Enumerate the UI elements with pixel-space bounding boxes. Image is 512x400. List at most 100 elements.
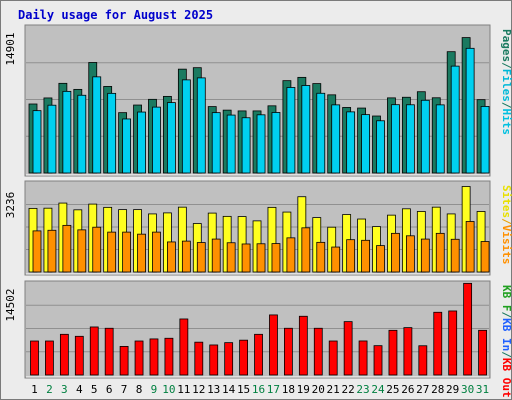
bar-kbf-day-1: [30, 340, 39, 376]
bar-files-day-4: [77, 94, 87, 174]
bar-files-day-25: [391, 104, 400, 174]
panel-1-ymax-label: 14901: [4, 32, 17, 65]
x-tick-label: 6: [106, 383, 113, 396]
x-tick-label: 19: [297, 383, 310, 396]
legend-: /: [500, 62, 512, 69]
bar-files-day-2: [47, 104, 57, 174]
bar-files-day-22: [346, 111, 356, 174]
bar-files-day-5: [92, 76, 102, 174]
bar-kbf-day-30: [463, 282, 473, 376]
bar-files-day-9: [152, 106, 161, 174]
bar-kbf-day-10: [164, 337, 174, 376]
x-tick-label: 30: [461, 383, 474, 396]
bar-kbf-day-23: [358, 340, 368, 376]
x-tick-label: 27: [416, 383, 429, 396]
bar-sites-day-3: [62, 224, 72, 273]
bar-files-day-12: [196, 77, 206, 174]
bar-files-day-28: [435, 104, 445, 174]
bar-sites-day-26: [405, 235, 415, 273]
bar-sites-day-24: [376, 245, 385, 273]
x-tick-label: 14: [222, 383, 236, 396]
legend-pages: Pages: [500, 29, 512, 62]
x-tick-label: 18: [282, 383, 295, 396]
bar-sites-day-20: [316, 241, 326, 273]
bar-sites-day-9: [152, 231, 161, 273]
x-tick-label: 31: [476, 383, 489, 396]
bar-files-day-23: [361, 114, 370, 174]
x-tick-label: 28: [431, 383, 444, 396]
bar-sites-day-21: [331, 246, 341, 273]
bar-sites-day-19: [301, 227, 311, 273]
bar-files-day-19: [301, 85, 311, 174]
bar-files-day-29: [450, 65, 460, 174]
bar-sites-day-31: [480, 241, 490, 273]
chart-title: Daily usage for August 2025: [18, 8, 213, 22]
legend-: /: [500, 218, 512, 225]
bar-files-day-7: [122, 118, 132, 174]
bar-sites-day-22: [346, 239, 356, 273]
x-tick-label: 7: [121, 383, 128, 396]
x-tick-label: 23: [356, 383, 369, 396]
bar-sites-day-1: [32, 230, 42, 273]
bar-sites-day-18: [286, 237, 296, 273]
x-tick-label: 3: [61, 383, 68, 396]
legend-kbout: KB Out: [500, 358, 512, 398]
bar-kbf-day-22: [343, 321, 353, 376]
x-tick-label: 15: [237, 383, 250, 396]
bar-files-day-31: [480, 106, 490, 174]
x-tick-label: 8: [136, 383, 143, 396]
bar-files-day-1: [32, 110, 42, 174]
x-tick-label: 17: [267, 383, 280, 396]
bar-sites-day-6: [107, 231, 117, 273]
x-tick-label: 24: [371, 383, 385, 396]
bar-files-day-30: [465, 47, 475, 174]
bar-kbf-day-6: [104, 327, 114, 376]
legend-visits: Visits: [500, 225, 512, 265]
bar-kbf-day-16: [254, 333, 263, 376]
x-tick-label: 13: [207, 383, 220, 396]
bar-kbf-day-20: [313, 327, 323, 376]
bar-kbf-day-31: [478, 329, 487, 376]
panel-1-legend: Pages/Files/Hits: [500, 29, 512, 135]
bar-kbf-day-8: [134, 340, 144, 376]
bar-kbf-day-9: [149, 338, 159, 376]
bar-kbf-day-7: [119, 346, 129, 376]
bar-sites-day-11: [181, 240, 191, 273]
bar-kbf-day-25: [388, 329, 398, 376]
bar-sites-day-30: [465, 221, 475, 273]
bar-files-day-18: [286, 87, 296, 174]
x-tick-label: 22: [341, 383, 354, 396]
bar-kbf-day-13: [209, 344, 219, 376]
x-tick-label: 5: [91, 383, 98, 396]
bar-files-day-3: [62, 90, 72, 174]
bar-files-day-16: [256, 114, 266, 174]
bar-kbf-day-28: [433, 311, 443, 376]
bar-files-day-26: [405, 104, 415, 174]
bar-kbf-day-18: [284, 327, 293, 376]
bar-sites-day-17: [271, 243, 281, 273]
bar-files-day-11: [181, 79, 191, 174]
bar-files-day-13: [211, 112, 221, 174]
bar-kbf-day-5: [89, 326, 99, 376]
bar-files-day-24: [376, 120, 385, 174]
panel-2-legend: Sites/Visits: [500, 185, 512, 265]
x-tick-label: 2: [46, 383, 53, 396]
bar-sites-day-4: [77, 229, 87, 273]
bar-sites-day-7: [122, 231, 132, 273]
bar-sites-day-14: [226, 242, 236, 273]
bar-files-day-27: [420, 99, 430, 174]
bar-sites-day-16: [256, 243, 266, 273]
bar-files-day-21: [331, 104, 341, 174]
x-tick-label: 16: [252, 383, 265, 396]
bar-kbf-day-3: [59, 333, 69, 376]
x-tick-label: 20: [312, 383, 325, 396]
bar-sites-day-12: [196, 242, 206, 273]
bar-files-day-20: [316, 92, 326, 174]
bar-kbf-day-21: [328, 340, 338, 376]
bar-kbf-day-4: [74, 335, 84, 376]
legend-sites: Sites: [500, 185, 512, 218]
bar-sites-day-15: [241, 243, 251, 273]
bar-sites-day-28: [435, 232, 445, 273]
bar-sites-day-2: [47, 229, 57, 273]
